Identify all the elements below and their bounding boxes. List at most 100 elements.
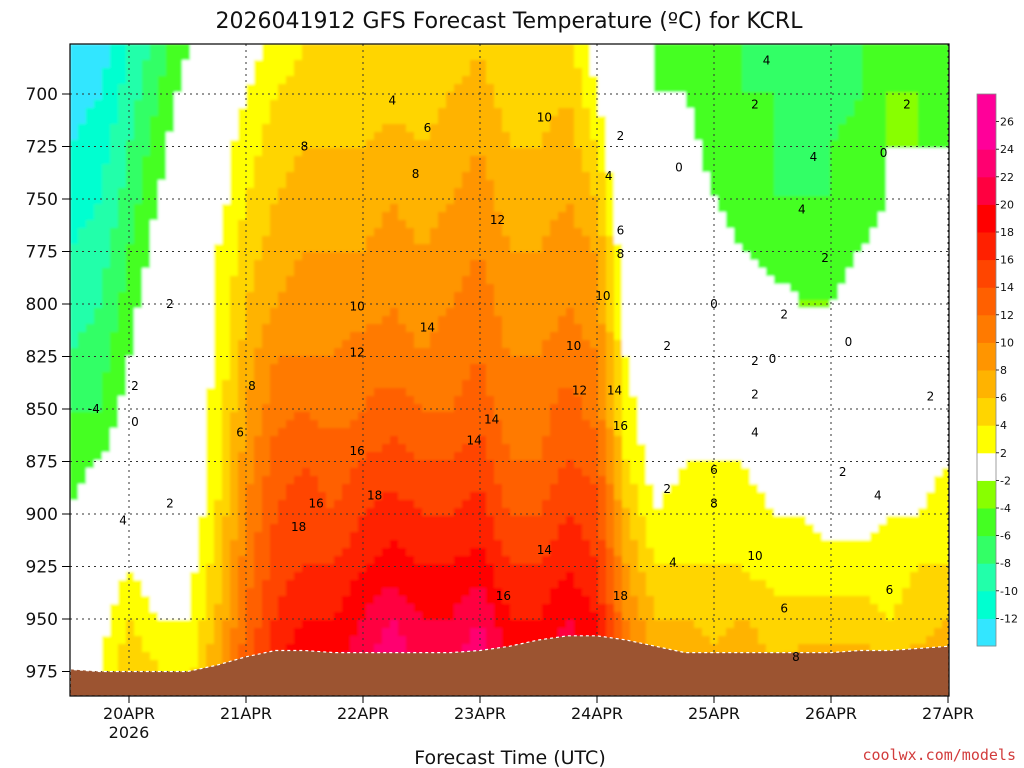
field-cell — [934, 132, 943, 141]
field-cell — [798, 132, 807, 141]
field-cell — [278, 76, 287, 85]
field-cell — [758, 212, 767, 221]
field-cell — [614, 340, 623, 349]
field-cell — [814, 292, 823, 301]
field-cell — [150, 188, 159, 197]
field-cell — [534, 228, 543, 237]
field-cell — [854, 396, 863, 405]
field-cell — [326, 132, 335, 141]
field-cell — [86, 260, 95, 269]
field-cell — [190, 332, 199, 341]
field-cell — [942, 164, 949, 173]
field-cell — [766, 132, 775, 141]
field-cell — [830, 292, 839, 301]
field-cell — [518, 356, 527, 365]
field-cell — [198, 244, 207, 253]
field-cell — [406, 284, 415, 293]
field-cell — [342, 60, 351, 69]
field-cell — [622, 220, 631, 229]
field-cell — [886, 252, 895, 261]
field-cell — [774, 156, 783, 165]
field-cell — [278, 228, 287, 237]
field-cell — [878, 260, 887, 269]
field-cell — [382, 44, 391, 53]
field-cell — [654, 108, 663, 117]
field-cell — [230, 44, 239, 53]
field-cell — [494, 340, 503, 349]
field-cell — [534, 100, 543, 109]
field-cell — [622, 228, 631, 237]
field-cell — [854, 212, 863, 221]
field-cell — [766, 252, 775, 261]
field-cell — [526, 348, 535, 357]
field-cell — [830, 204, 839, 213]
field-cell — [670, 324, 679, 333]
field-cell — [638, 300, 647, 309]
field-cell — [190, 116, 199, 125]
field-cell — [118, 148, 127, 157]
field-cell — [222, 92, 231, 101]
field-cell — [398, 220, 407, 229]
field-cell — [494, 92, 503, 101]
field-cell — [494, 164, 503, 173]
field-cell — [550, 220, 559, 229]
field-cell — [566, 364, 575, 373]
field-cell — [798, 116, 807, 125]
field-cell — [790, 132, 799, 141]
field-cell — [118, 220, 127, 229]
field-cell — [174, 60, 183, 69]
field-cell — [694, 372, 703, 381]
field-cell — [214, 292, 223, 301]
field-cell — [518, 140, 527, 149]
field-cell — [566, 180, 575, 189]
field-cell — [518, 284, 527, 293]
field-cell — [366, 268, 375, 277]
field-cell — [254, 324, 263, 333]
field-cell — [110, 148, 119, 157]
field-cell — [718, 188, 727, 197]
field-cell — [582, 164, 591, 173]
field-cell — [422, 292, 431, 301]
field-cell — [326, 228, 335, 237]
field-cell — [742, 316, 751, 325]
field-cell — [86, 44, 95, 53]
field-cell — [302, 68, 311, 77]
field-cell — [718, 340, 727, 349]
field-cell — [286, 292, 295, 301]
field-cell — [478, 236, 487, 245]
field-cell — [830, 332, 839, 341]
field-cell — [414, 236, 423, 245]
field-cell — [782, 340, 791, 349]
field-cell — [454, 44, 463, 53]
field-cell — [206, 108, 215, 117]
field-cell — [710, 212, 719, 221]
field-cell — [342, 68, 351, 77]
field-cell — [182, 220, 191, 229]
field-cell — [662, 212, 671, 221]
field-cell — [70, 188, 79, 197]
field-cell — [550, 52, 559, 61]
field-cell — [278, 60, 287, 69]
field-cell — [918, 380, 927, 389]
field-cell — [766, 364, 775, 373]
field-cell — [622, 396, 631, 405]
field-cell — [878, 148, 887, 157]
field-cell — [742, 196, 751, 205]
field-cell — [446, 252, 455, 261]
field-cell — [702, 124, 711, 133]
field-cell — [414, 228, 423, 237]
field-cell — [878, 372, 887, 381]
field-cell — [494, 252, 503, 261]
field-cell — [142, 140, 151, 149]
field-cell — [678, 220, 687, 229]
field-cell — [334, 68, 343, 77]
field-cell — [302, 316, 311, 325]
field-cell — [430, 116, 439, 125]
field-cell — [470, 164, 479, 173]
field-cell — [286, 204, 295, 213]
field-cell — [942, 100, 949, 109]
field-cell — [886, 116, 895, 125]
field-cell — [710, 236, 719, 245]
field-cell — [382, 116, 391, 125]
field-cell — [342, 228, 351, 237]
